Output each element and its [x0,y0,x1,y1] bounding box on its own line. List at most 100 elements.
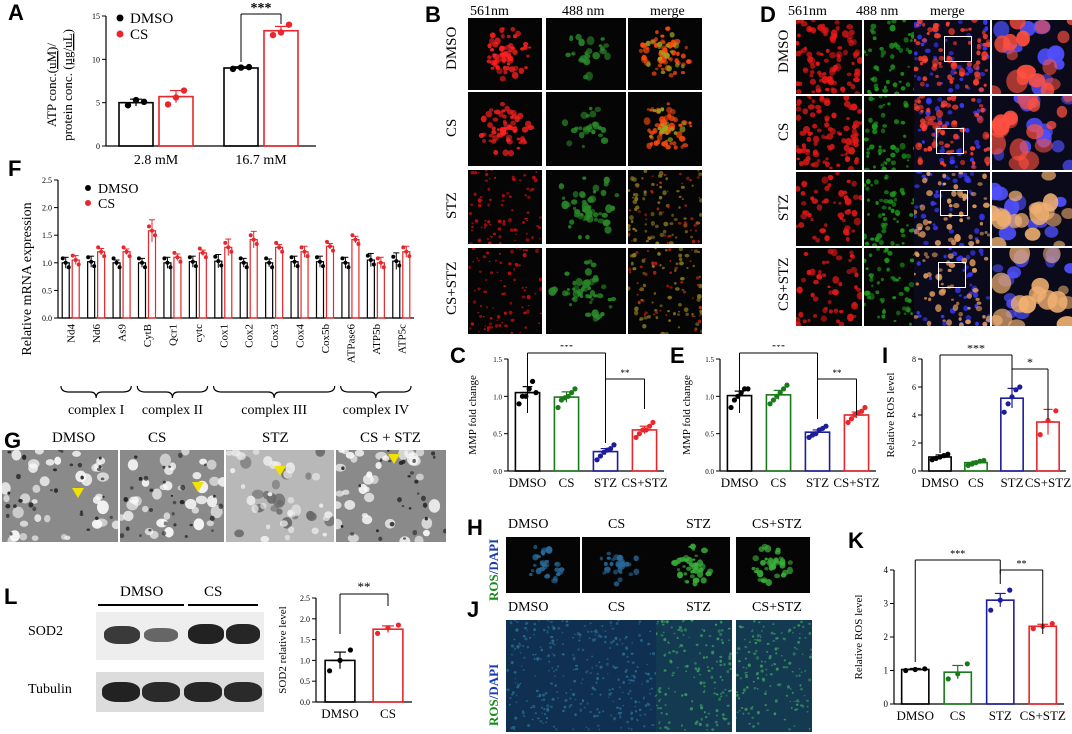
legend-label-dmso: DMSO [98,182,138,197]
g-label-cs-stz: CS + STZ [360,430,421,446]
sig-label: * [1027,355,1033,369]
sig-label: *** [950,549,965,560]
data-point [127,254,132,259]
bar-cox4-dmso [290,261,299,319]
data-point [267,260,272,265]
g-label-cs: CS [148,430,167,446]
bar-cs [158,95,194,147]
y-tick-label: 1.0 [705,393,714,401]
y-tick-label: 1 [884,666,889,676]
data-point [245,63,253,71]
data-point [114,260,119,265]
data-point [213,254,218,259]
y-tick-label: 1.0 [493,393,502,401]
data-point [1017,384,1023,390]
y-tick-label: 0.5 [300,677,310,686]
data-point [350,233,355,238]
data-point [1037,432,1043,438]
data-point [731,397,738,403]
panel-letter-k: K [848,528,864,553]
y-tick-label: 0 [912,467,916,476]
x-tick-label: CS [950,708,966,723]
data-point [391,254,396,259]
data-point [226,245,231,250]
y-tick-label: 6 [912,383,916,392]
data-point [200,250,205,255]
y-tick-label: 2.5 [300,594,310,603]
bar-qcr1-cs [173,256,182,319]
bar-dmso [900,668,930,705]
data-point [270,265,275,270]
sig-label: *** [560,345,574,352]
panel-letter-j: J [467,597,480,622]
data-point [813,431,819,437]
data-point [774,393,780,399]
data-point [124,102,132,109]
data-point [375,256,380,261]
legend-marker-dmso [116,14,124,22]
d-image-stz-merge [914,172,990,246]
data-point [337,657,343,663]
h-label-cs: CS [608,517,626,532]
data-point [102,254,107,259]
data-point [780,386,787,392]
bar-atp5c-cs [402,251,411,319]
legend-label-cs: CS [98,197,115,212]
bar-cox3-cs [275,246,284,319]
b-row-label-stz: STZ [444,192,460,219]
g-image-dmso [2,450,118,542]
bar-atp5b-cs [376,262,385,319]
bar-cox2-cs [249,239,258,319]
data-point [597,453,604,459]
panel-letter-b: B [425,2,441,27]
y-tick-label: 0.5 [493,431,502,439]
b-image-cs-stz-561 [468,248,542,334]
d-image-dmso-561 [796,20,862,94]
x-tick-label: Cox5b [320,324,332,354]
data-point [378,260,383,265]
y-tick-label: 2.5 [42,176,52,185]
d-row-label-cs: CS [776,122,792,141]
data-point [912,666,918,673]
l-blot-sod2 [96,612,264,660]
legend-marker-cs [85,200,91,206]
l-group-cs: CS [204,584,223,600]
data-point [178,259,183,264]
data-point [845,419,851,426]
sig-label: ** [833,368,843,378]
data-point [969,461,975,467]
d-image-cs-stz-zoom [992,248,1072,326]
bar-nd6-dmso [87,261,96,319]
data-point [356,242,361,247]
x-tick-label: CS+STZ [1025,475,1071,490]
y-tick-label: 1.0 [42,259,52,268]
d-image-stz-zoom [992,172,1072,246]
panel-letter-l: L [4,584,18,609]
x-tick-label: cytc [193,324,205,342]
d-col-merge: merge [930,4,965,19]
chart-f-mrna: 0.0 0.5 1.0 1.5 2.0 2.5 Relative mRNA expressi… [20,176,414,418]
bar-dmso [223,67,259,147]
b-col-488: 488 nm [562,4,605,19]
data-point [76,262,81,267]
sig-label: *** [967,345,985,355]
data-point [66,265,71,270]
bar-cs-stz [1028,625,1058,705]
l-group-line-cs [188,604,258,606]
data-point [193,264,198,269]
x-tick-label: Cox1 [218,324,230,348]
data-point [326,668,333,674]
x-tick-label: DMSO [509,475,547,490]
x-tick-label: CytB [142,324,154,347]
data-point [165,260,170,265]
y-axis-label: MMP fold change [681,375,693,455]
data-point [784,382,790,388]
data-point [650,419,656,426]
data-point [745,386,751,392]
data-point [397,263,402,268]
y-tick-label: 15 [92,12,100,21]
complex-label: complex III [241,403,307,418]
data-point [175,255,180,260]
data-point [404,249,409,254]
j-image-cs-stz [736,620,812,732]
